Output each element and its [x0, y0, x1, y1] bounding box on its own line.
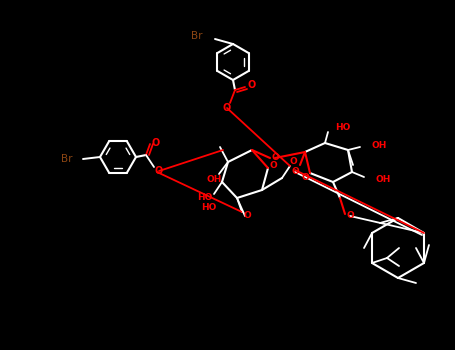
- Text: HO: HO: [197, 194, 212, 203]
- Text: O: O: [271, 154, 279, 162]
- Text: O: O: [269, 161, 277, 169]
- Text: O: O: [152, 138, 160, 148]
- Text: O: O: [291, 168, 299, 176]
- Text: O: O: [346, 211, 354, 220]
- Text: O: O: [243, 210, 251, 219]
- Text: OH: OH: [376, 175, 391, 184]
- Text: O: O: [223, 103, 231, 113]
- Text: O: O: [301, 174, 309, 182]
- Text: O: O: [155, 166, 163, 176]
- Text: OH: OH: [372, 140, 387, 149]
- Text: OH: OH: [206, 175, 222, 184]
- Text: HO: HO: [335, 122, 350, 132]
- Text: HO: HO: [202, 203, 217, 211]
- Text: Br: Br: [61, 154, 73, 164]
- Text: O: O: [248, 80, 256, 90]
- Text: O: O: [289, 156, 297, 166]
- Text: Br: Br: [192, 31, 203, 41]
